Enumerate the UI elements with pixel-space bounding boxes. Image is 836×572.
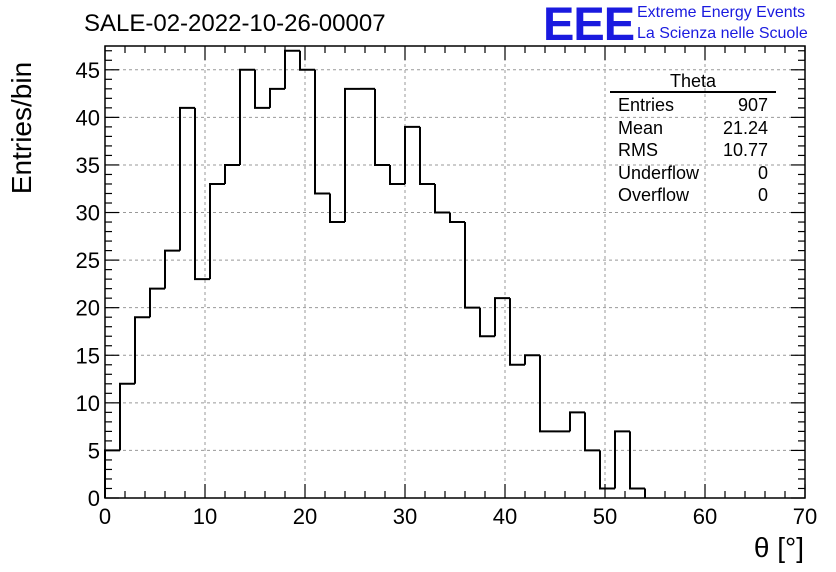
stats-row-underflow: Underflow 0 (610, 162, 776, 185)
histogram-bin (614, 430, 630, 489)
y-tick-label: 20 (76, 296, 100, 321)
stats-value: 0 (757, 162, 768, 183)
stats-value: 0 (757, 185, 768, 206)
histogram-bin (209, 182, 225, 280)
histogram-bin (419, 126, 435, 185)
histogram-bin (599, 450, 615, 490)
y-tick-label: 0 (88, 486, 100, 511)
y-tick-label: 35 (76, 153, 100, 178)
y-tick-label: 5 (88, 438, 100, 463)
histogram-bin (164, 249, 180, 289)
histogram-bin (119, 382, 135, 451)
histogram-bin (314, 69, 330, 195)
histogram-bin (239, 68, 255, 165)
histogram-bin (299, 50, 315, 71)
histogram-bin (269, 87, 285, 108)
histogram-bin (179, 106, 195, 251)
histogram-bin (494, 297, 510, 337)
histogram-bin (329, 193, 345, 224)
histogram-bin (134, 316, 150, 384)
stats-label: Mean (618, 117, 664, 138)
stats-value: 907 (737, 95, 768, 115)
stats-value: 10.77 (722, 140, 768, 161)
logo-text-line-1: Extreme Energy Events (637, 4, 806, 21)
x-axis-label: θ [°] (753, 532, 804, 563)
x-tick-label: 10 (193, 504, 217, 529)
stats-row-rms: RMS 10.77 (610, 139, 776, 162)
y-tick-label: 40 (76, 105, 100, 130)
histogram-bin (224, 163, 240, 184)
histogram-bin (194, 107, 210, 281)
histogram-bin (149, 287, 165, 318)
tick-labels: 0 10 20 30 40 50 60 70 0 5 10 15 20 25 30 35 40 45 (76, 58, 818, 529)
logo-text-line-2: La Scienza nelle Scuole (637, 25, 808, 42)
axis-ticks (104, 46, 806, 499)
x-tick-label: 20 (293, 504, 317, 529)
stats-label: RMS (618, 140, 658, 161)
histogram-bin (344, 87, 360, 223)
stats-row-mean: Mean 21.24 (610, 117, 776, 140)
stats-row-entries: Entries 907 (610, 94, 776, 117)
histogram-bin (449, 212, 465, 224)
histogram-bin (104, 449, 120, 498)
x-tick-label: 70 (793, 504, 817, 529)
statistics-box: Theta Entries 907 Mean 21.24 RMS 10.77 U… (610, 72, 776, 207)
stats-value: 21.24 (722, 117, 768, 138)
histogram-bin (584, 412, 600, 452)
histogram-bin (569, 411, 585, 432)
y-tick-label: 30 (76, 201, 100, 226)
chart-title: SALE-02-2022-10-26-00007 (84, 10, 386, 37)
histogram-bin (479, 307, 495, 338)
x-tick-label: 40 (493, 504, 517, 529)
x-tick-label: 50 (593, 504, 617, 529)
y-tick-label: 45 (76, 58, 100, 83)
x-tick-label: 30 (393, 504, 417, 529)
stats-title: Theta (610, 72, 776, 93)
stats-row-overflow: Overflow 0 (610, 184, 776, 207)
x-tick-label: 60 (693, 504, 717, 529)
histogram-bin (389, 164, 405, 185)
histogram-bin (509, 298, 525, 366)
histogram-bin (374, 88, 390, 166)
y-tick-label: 15 (76, 343, 100, 368)
y-tick-label: 25 (76, 248, 100, 273)
histogram-bin (254, 69, 270, 109)
plot-border (104, 45, 806, 499)
stats-label: Entries (618, 95, 675, 115)
histogram-bin (404, 125, 420, 184)
grid-lines (105, 46, 805, 498)
histogram-bin (629, 431, 645, 490)
y-tick-label: 10 (76, 391, 100, 416)
eee-logo-mark: EEE (543, 0, 635, 50)
histogram-bin (434, 183, 450, 214)
stats-label: Overflow (618, 185, 690, 206)
histogram-bin (464, 222, 480, 309)
x-tick-label: 0 (99, 504, 111, 529)
histogram-bin (524, 354, 540, 365)
histogram-bin (539, 355, 555, 433)
plot-frame (104, 45, 806, 499)
stats-label: Underflow (618, 162, 700, 183)
